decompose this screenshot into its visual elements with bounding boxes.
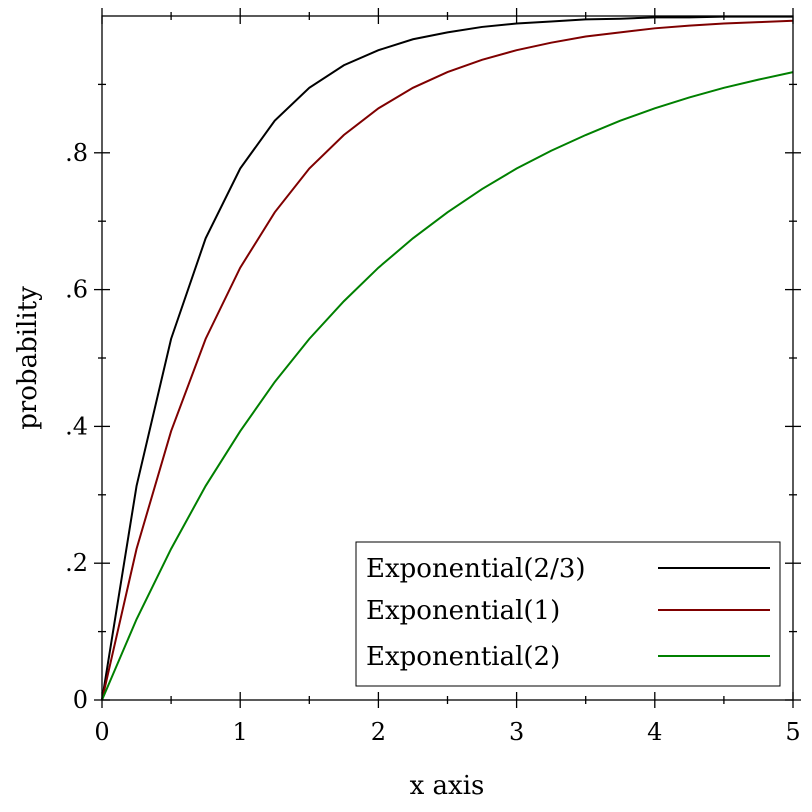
legend-label: Exponential(2/3) (366, 554, 586, 584)
x-axis-label: x axis (410, 771, 485, 801)
y-tick-label: .6 (65, 276, 88, 304)
y-tick-label: .8 (65, 139, 88, 167)
x-tick-label: 3 (509, 718, 524, 746)
legend-label: Exponential(1) (366, 596, 560, 626)
y-tick-label: .4 (65, 412, 88, 440)
tick-labels: 0 1 2 3 4 5 0 .2 .4 .6 .8 (65, 139, 801, 746)
y-axis-label: probability (13, 286, 43, 430)
x-tick-label: 4 (647, 718, 662, 746)
series-line-1 (101, 15, 793, 701)
legend-label: Exponential(2) (366, 642, 560, 672)
legend-box (355, 541, 781, 687)
series-curves (101, 15, 794, 701)
axis-ticks (94, 8, 801, 708)
x-tick-label: 2 (371, 718, 386, 746)
y-tick-label: 0 (73, 686, 88, 714)
series-line-2 (101, 19, 794, 701)
series-line-3 (101, 71, 794, 701)
x-tick-label: 1 (233, 718, 248, 746)
x-tick-label: 5 (785, 718, 800, 746)
x-tick-label: 0 (94, 718, 109, 746)
y-tick-label: .2 (65, 549, 88, 577)
legend: Exponential(2/3) Exponential(1) Exponentia… (355, 541, 781, 687)
